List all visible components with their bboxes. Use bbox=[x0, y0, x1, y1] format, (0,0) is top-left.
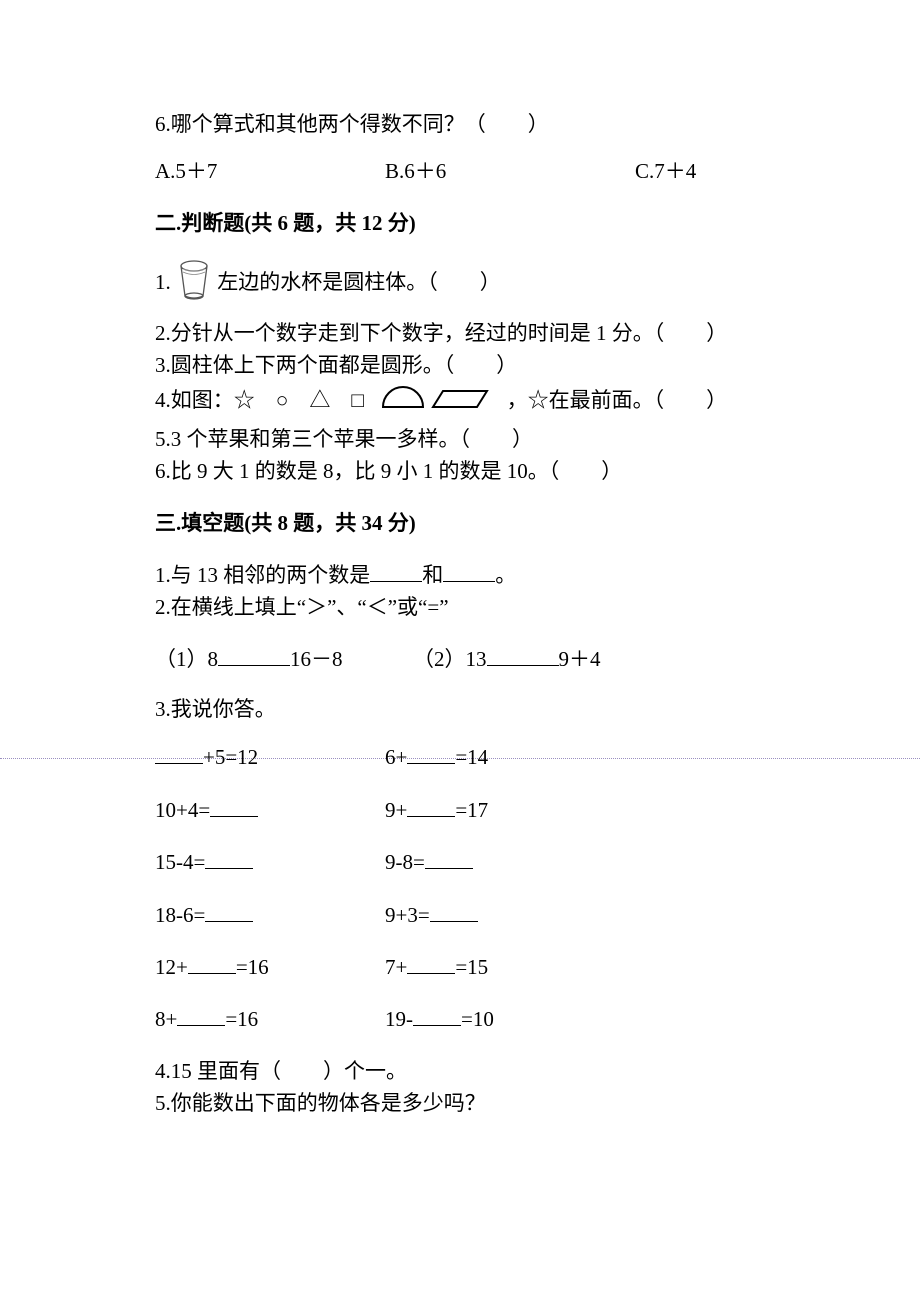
fill-r6l-b: =16 bbox=[225, 1007, 258, 1031]
sec3-q1-b: 和 bbox=[422, 563, 443, 587]
fill-r2r-a: 9+ bbox=[385, 798, 407, 822]
cup-icon bbox=[178, 260, 210, 308]
fill-r5-right: 7+ =15 bbox=[385, 952, 488, 982]
sec3-q1: 1.与 13 相邻的两个数是 和 。 bbox=[155, 560, 830, 590]
fill-r3l: 15-4= bbox=[155, 850, 205, 874]
blank bbox=[205, 847, 253, 869]
q6-choice-b: B.6＋6 bbox=[385, 157, 635, 186]
sec3-q2-1b: 16－8 bbox=[290, 647, 343, 671]
blank bbox=[188, 952, 236, 974]
sec3-q3: 3.我说你答。 bbox=[155, 695, 830, 724]
sec3-q2-2a: （2）13 bbox=[413, 647, 487, 671]
fill-row-4: 18-6= 9+3= bbox=[155, 900, 830, 930]
fill-r2l: 10+4= bbox=[155, 798, 210, 822]
blank bbox=[430, 900, 478, 922]
blank bbox=[443, 560, 495, 582]
fill-r1-right: 6+ =14 bbox=[385, 742, 488, 772]
blank bbox=[218, 644, 290, 666]
fill-row-1: +5=12 6+ =14 bbox=[155, 742, 830, 772]
fill-r6-left: 8+ =16 bbox=[155, 1004, 385, 1034]
fill-r5r-a: 7+ bbox=[385, 955, 407, 979]
blank bbox=[407, 795, 455, 817]
blank bbox=[487, 644, 559, 666]
fill-grid: +5=12 6+ =14 10+4= 9+ =17 15-4= 9-8= bbox=[155, 742, 830, 1034]
fill-r1r-b: =14 bbox=[455, 745, 488, 769]
fill-r5l-b: =16 bbox=[236, 955, 269, 979]
blank bbox=[177, 1004, 225, 1026]
shapes-row-icon bbox=[375, 383, 495, 421]
fill-row-5: 12+ =16 7+ =15 bbox=[155, 952, 830, 982]
fill-r4l: 18-6= bbox=[155, 903, 205, 927]
q6-choice-c: C.7＋4 bbox=[635, 157, 696, 186]
q6: 6.哪个算式和其他两个得数不同？（ ） bbox=[155, 110, 830, 139]
blank bbox=[370, 560, 422, 582]
fill-r5-left: 12+ =16 bbox=[155, 952, 385, 982]
blank bbox=[425, 847, 473, 869]
q6-text: 6.哪个算式和其他两个得数不同？（ ） bbox=[155, 112, 549, 136]
sec2-q1-text: 左边的水杯是圆柱体。（ ） bbox=[217, 270, 501, 294]
sec2-q2: 2.分针从一个数字走到下个数字，经过的时间是 1 分。（ ） bbox=[155, 319, 830, 348]
blank bbox=[407, 952, 455, 974]
fill-r5r-b: =15 bbox=[455, 955, 488, 979]
fill-r2-left: 10+4= bbox=[155, 795, 385, 825]
q6-choices: A.5＋7 B.6＋6 C.7＋4 bbox=[155, 157, 830, 186]
sec2-q1: 1. 左边的水杯是圆柱体。（ ） bbox=[155, 260, 830, 308]
sec3-q5: 5.你能数出下面的物体各是多少吗？ bbox=[155, 1089, 830, 1118]
fill-r2-right: 9+ =17 bbox=[385, 795, 488, 825]
fill-r1r-a: 6+ bbox=[385, 745, 407, 769]
blank bbox=[205, 900, 253, 922]
fill-r3r: 9-8= bbox=[385, 850, 425, 874]
fill-r5l-a: 12+ bbox=[155, 955, 188, 979]
sec3-q1-a: 1.与 13 相邻的两个数是 bbox=[155, 563, 370, 587]
sec2-q5: 5.3 个苹果和第三个苹果一多样。（ ） bbox=[155, 425, 830, 454]
fill-r4-right: 9+3= bbox=[385, 900, 478, 930]
sec2-q3: 3.圆柱体上下两个面都是圆形。（ ） bbox=[155, 351, 830, 380]
fill-r4-left: 18-6= bbox=[155, 900, 385, 930]
blank bbox=[155, 742, 203, 764]
fill-r4r: 9+3= bbox=[385, 903, 430, 927]
fill-r3-left: 15-4= bbox=[155, 847, 385, 877]
sec2-q6: 6.比 9 大 1 的数是 8，比 9 小 1 的数是 10。（ ） bbox=[155, 457, 830, 486]
sec3-q1-c: 。 bbox=[495, 563, 516, 587]
q6-choice-a: A.5＋7 bbox=[155, 157, 385, 186]
blank bbox=[210, 795, 258, 817]
section3-header: 三.填空题(共 8 题，共 34 分) bbox=[155, 509, 830, 538]
sec3-q2-1a: （1）8 bbox=[155, 647, 218, 671]
sec2-q1-num: 1. bbox=[155, 270, 171, 294]
section2-header: 二.判断题(共 6 题，共 12 分) bbox=[155, 209, 830, 238]
fill-row-6: 8+ =16 19- =10 bbox=[155, 1004, 830, 1034]
blank bbox=[407, 742, 455, 764]
fill-row-3: 15-4= 9-8= bbox=[155, 847, 830, 877]
sec2-q4: 4.如图：☆ ○ △ □ ，☆在最前面。（ ） bbox=[155, 383, 830, 421]
fill-r6l-a: 8+ bbox=[155, 1007, 177, 1031]
fill-r1-left: +5=12 bbox=[155, 742, 385, 772]
fill-r6-right: 19- =10 bbox=[385, 1004, 494, 1034]
document-page: 6.哪个算式和其他两个得数不同？（ ） A.5＋7 B.6＋6 C.7＋4 二.… bbox=[0, 0, 920, 1182]
fill-r2r-b: =17 bbox=[455, 798, 488, 822]
sec3-q4: 4.15 里面有（ ）个一。 bbox=[155, 1057, 830, 1086]
sec3-q2-2b: 9＋4 bbox=[559, 647, 601, 671]
fill-r1l: +5=12 bbox=[203, 745, 258, 769]
fill-r6r-a: 19- bbox=[385, 1007, 413, 1031]
fill-row-2: 10+4= 9+ =17 bbox=[155, 795, 830, 825]
sec3-q2-sub: （1）8 16－8 （2）13 9＋4 bbox=[155, 644, 830, 674]
fill-r6r-b: =10 bbox=[461, 1007, 494, 1031]
sec2-q4-post: ，☆在最前面。（ ） bbox=[507, 388, 728, 412]
sec3-q2: 2.在横线上填上“＞”、“＜”或“=” bbox=[155, 593, 830, 622]
fill-r3-right: 9-8= bbox=[385, 847, 473, 877]
sec2-q4-pre: 4.如图：☆ ○ △ □ bbox=[155, 388, 364, 412]
blank bbox=[413, 1004, 461, 1026]
